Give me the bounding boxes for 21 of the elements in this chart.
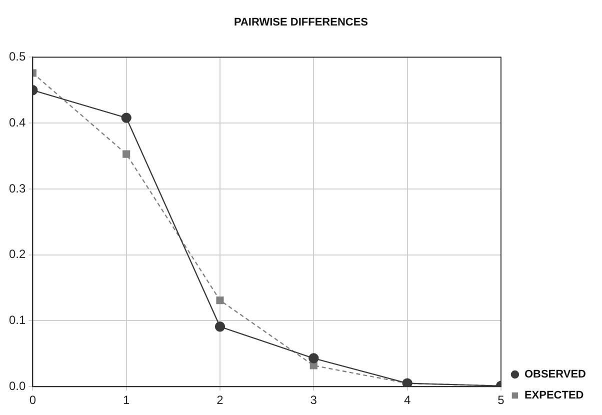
- chart-title: PAIRWISE DIFFERENCES: [234, 16, 368, 29]
- point: [310, 362, 318, 370]
- y-tick-label: 0.4: [8, 115, 26, 130]
- x-tick-label: 1: [122, 393, 130, 408]
- y-tick-label: 0.5: [8, 50, 26, 64]
- y-tick-label: 0.2: [8, 247, 26, 262]
- point: [122, 150, 130, 158]
- x-tick-label: 4: [404, 393, 411, 408]
- y-tick-label: 0.1: [8, 313, 26, 328]
- point: [214, 322, 226, 332]
- y-tick-label: 0.3: [8, 181, 26, 196]
- point: [121, 112, 132, 123]
- x-tick-label: 3: [310, 393, 318, 408]
- point: [308, 353, 319, 364]
- legend-label: OBSERVED: [524, 368, 586, 381]
- point: [216, 296, 224, 304]
- x-tick-label: 0: [29, 393, 36, 408]
- legend-label: EXPECTED: [524, 390, 584, 402]
- y-tick-label: 0.0: [8, 378, 26, 393]
- x-tick-label: 2: [216, 393, 224, 408]
- x-tick-label: 5: [498, 393, 505, 408]
